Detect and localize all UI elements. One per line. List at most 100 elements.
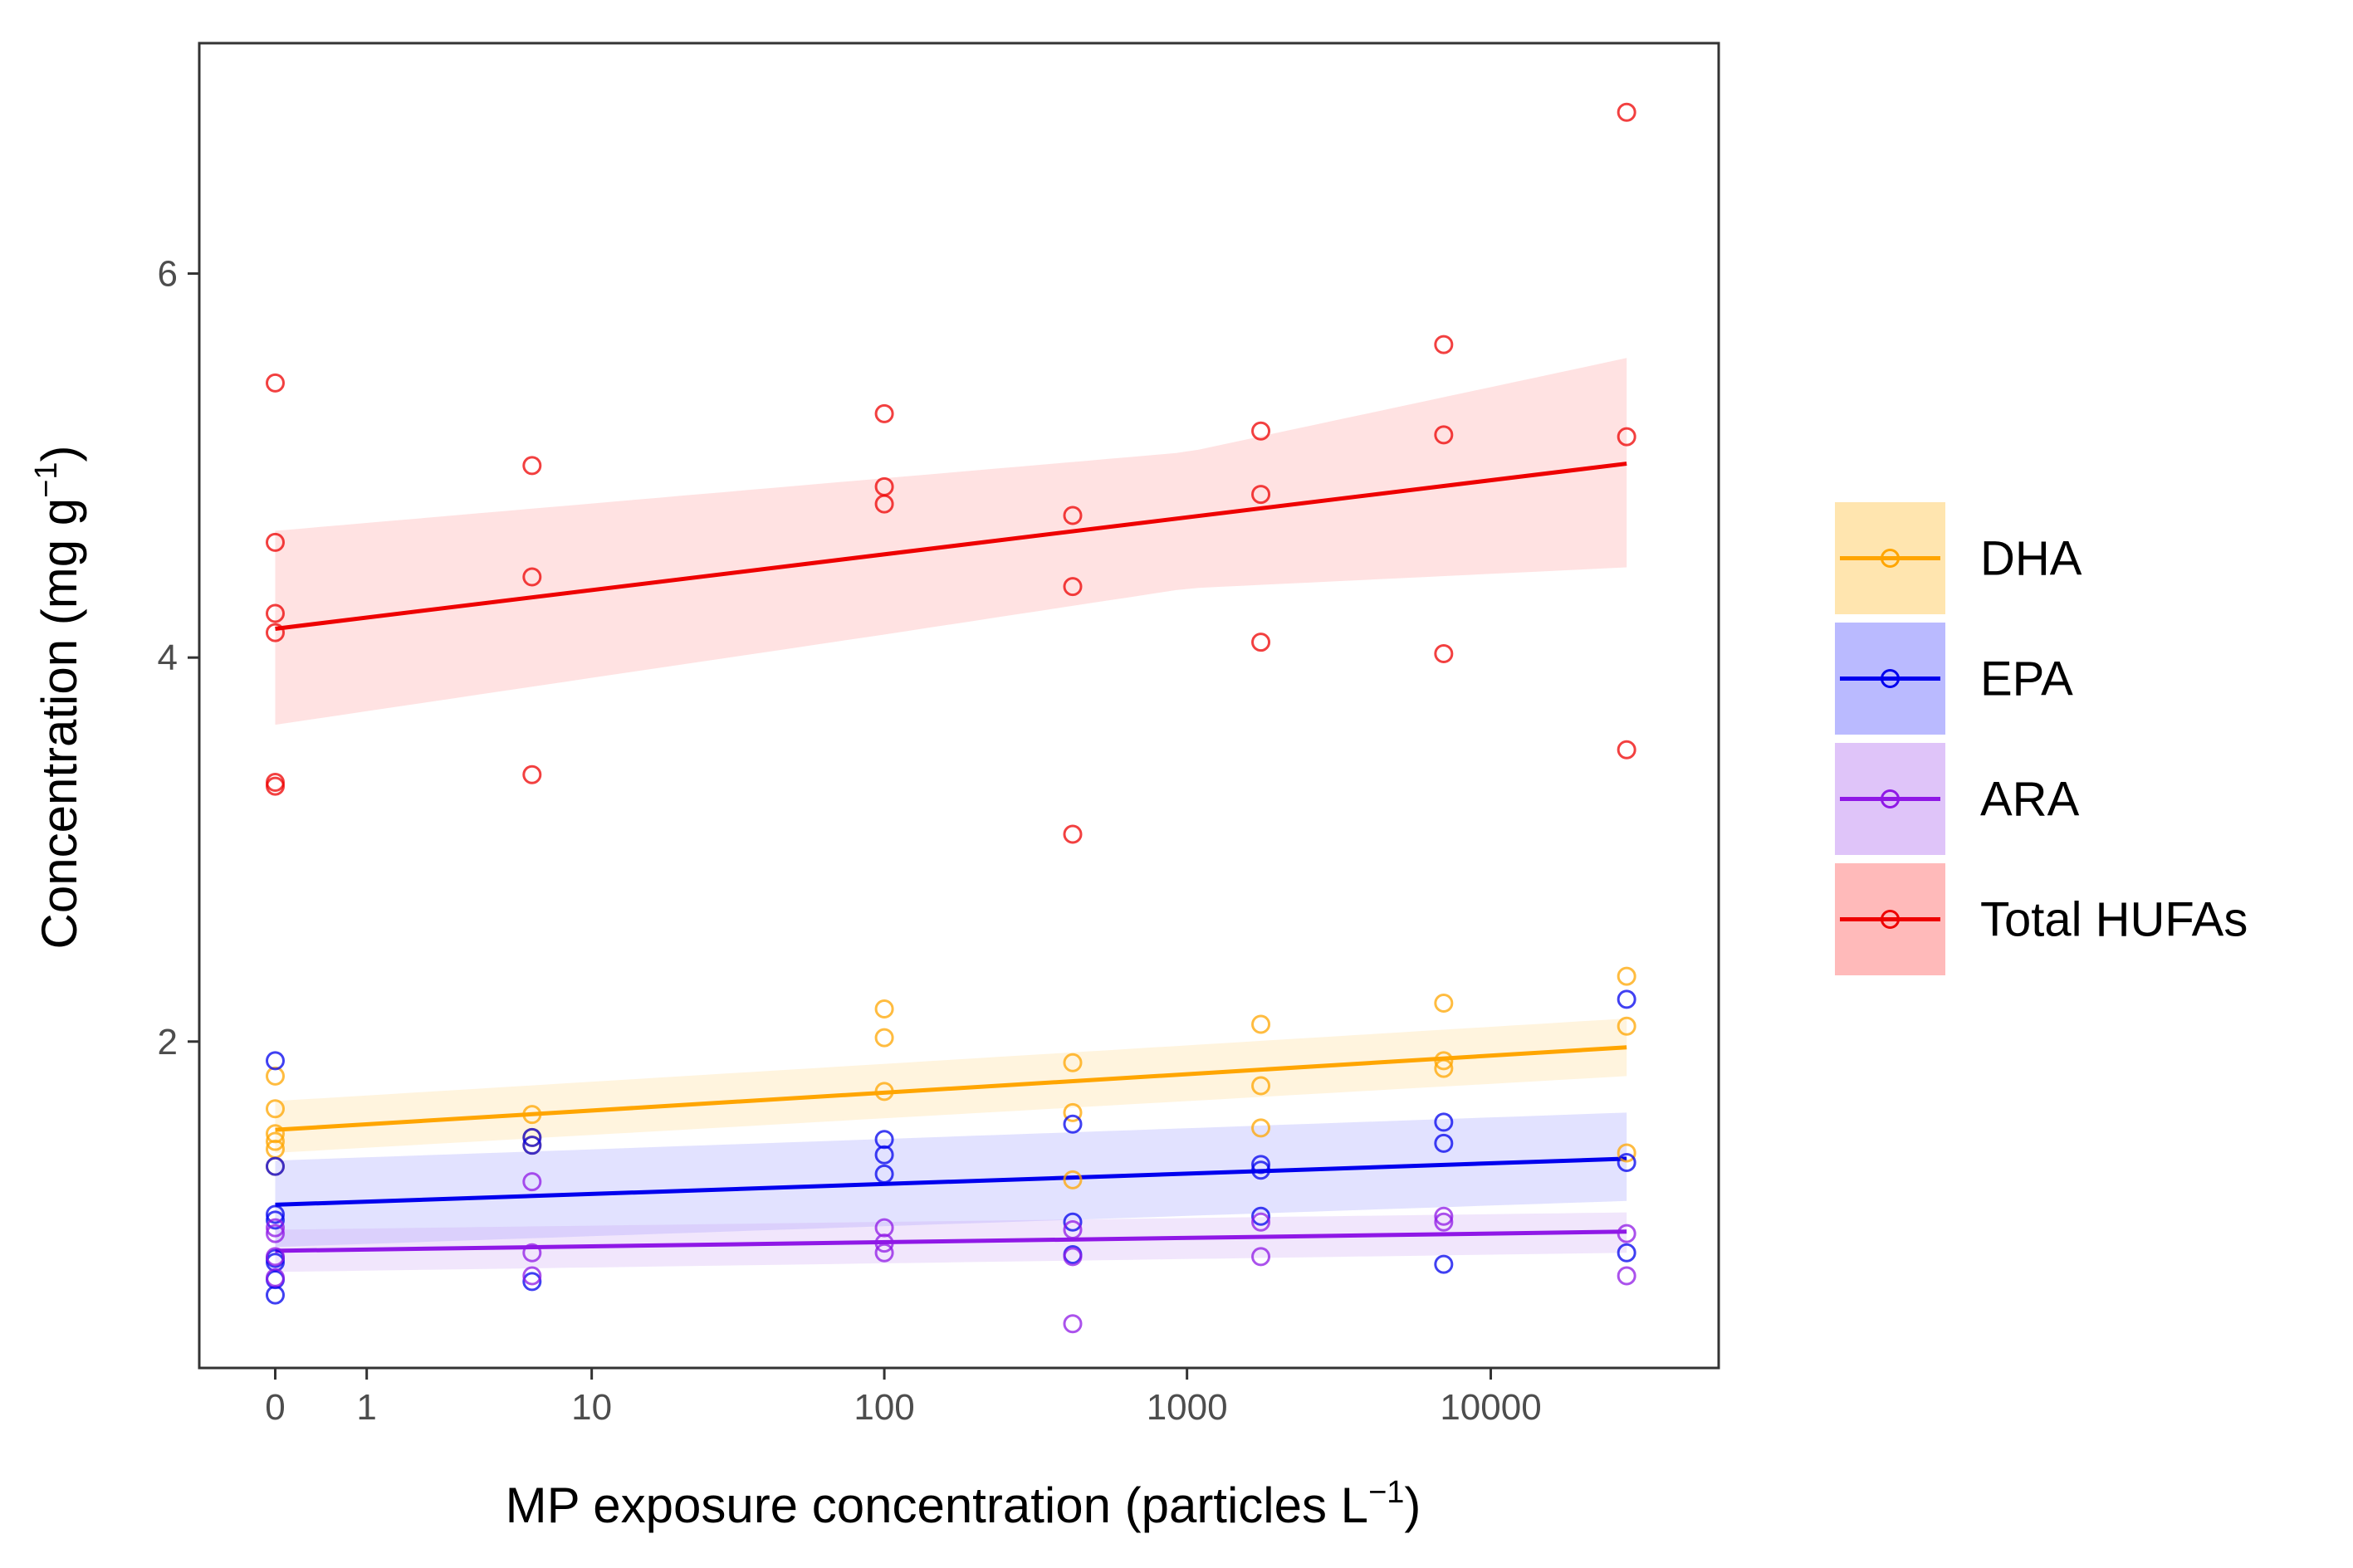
data-point-ara bbox=[522, 1172, 542, 1192]
legend-point bbox=[1881, 910, 1900, 929]
x-tick-label: 10000 bbox=[1440, 1387, 1541, 1428]
data-point-total-hufas bbox=[266, 373, 285, 393]
x-tick-label: 1 bbox=[356, 1387, 376, 1428]
data-point-epa bbox=[266, 1285, 285, 1305]
data-point-total-hufas bbox=[1063, 824, 1083, 844]
data-point-total-hufas bbox=[522, 567, 542, 587]
data-point-dha bbox=[1617, 966, 1636, 986]
y-tick-label: 4 bbox=[158, 637, 178, 678]
data-point-total-hufas bbox=[1617, 427, 1636, 447]
x-axis-title-close: ) bbox=[1404, 1478, 1421, 1533]
data-point-dha bbox=[266, 1066, 285, 1086]
data-point-total-hufas bbox=[1434, 644, 1454, 664]
data-points bbox=[266, 102, 1636, 1334]
x-axis-title-sup: −1 bbox=[1368, 1475, 1404, 1510]
data-point-dha bbox=[1434, 1058, 1454, 1078]
data-point-epa bbox=[1063, 1212, 1083, 1232]
data-point-ara bbox=[1251, 1212, 1271, 1232]
x-tick-label: 100 bbox=[854, 1387, 914, 1428]
x-axis-title: MP exposure concentration (particles L−1… bbox=[506, 1475, 1421, 1533]
data-point-total-hufas bbox=[1063, 577, 1083, 597]
data-point-dha bbox=[1617, 1016, 1636, 1036]
legend-key-total-hufas: Total HUFAs bbox=[1835, 863, 2248, 975]
data-point-dha bbox=[1251, 1014, 1271, 1034]
data-point-ara bbox=[522, 1266, 542, 1286]
data-point-epa bbox=[1617, 1243, 1636, 1263]
data-point-epa bbox=[1617, 1153, 1636, 1173]
legend-label: DHA bbox=[1980, 532, 2082, 586]
y-axis-title-main: Concentration (mg g bbox=[32, 498, 87, 950]
data-point-epa bbox=[874, 1164, 894, 1184]
data-point-epa bbox=[1617, 989, 1636, 1009]
data-point-total-hufas bbox=[266, 532, 285, 552]
data-point-epa bbox=[1434, 1254, 1454, 1274]
legend-point bbox=[1881, 669, 1900, 688]
data-point-dha bbox=[1063, 1053, 1083, 1072]
data-point-ara bbox=[1063, 1314, 1083, 1334]
data-point-total-hufas bbox=[266, 623, 285, 642]
data-point-dha bbox=[1434, 1051, 1454, 1071]
ribbon-total-hufas bbox=[275, 358, 1627, 725]
data-point-total-hufas bbox=[266, 773, 285, 793]
data-point-dha bbox=[1251, 1076, 1271, 1096]
data-point-total-hufas bbox=[1617, 740, 1636, 760]
data-point-total-hufas bbox=[1063, 506, 1083, 525]
data-point-total-hufas bbox=[266, 603, 285, 623]
data-point-dha bbox=[1063, 1170, 1083, 1189]
x-axis-ticks: 0 1 10 100 1000 10000 bbox=[265, 1368, 1542, 1428]
x-tick-label: 1000 bbox=[1147, 1387, 1228, 1428]
legend-label: Total HUFAs bbox=[1980, 893, 2248, 947]
data-point-ara bbox=[1617, 1266, 1636, 1286]
plot-panel-border bbox=[198, 42, 1720, 1370]
ribbon-dha bbox=[275, 1018, 1627, 1153]
data-point-total-hufas bbox=[1251, 485, 1271, 505]
data-point-epa bbox=[522, 1272, 542, 1292]
data-point-total-hufas bbox=[874, 494, 894, 514]
x-tick-label: 0 bbox=[265, 1387, 285, 1428]
data-point-dha bbox=[522, 1105, 542, 1125]
data-point-ara bbox=[1251, 1247, 1271, 1267]
fit-line-epa bbox=[275, 1156, 1627, 1207]
data-point-ara bbox=[522, 1243, 542, 1263]
data-point-total-hufas bbox=[266, 776, 285, 796]
data-point-ara bbox=[1063, 1219, 1083, 1239]
data-point-total-hufas bbox=[1434, 335, 1454, 354]
data-point-dha bbox=[266, 1131, 285, 1151]
legend-point bbox=[1881, 789, 1900, 808]
data-point-dha bbox=[1063, 1102, 1083, 1122]
data-point-ara bbox=[1434, 1212, 1454, 1232]
y-tick-label: 6 bbox=[158, 254, 178, 295]
fit-line-total-hufas bbox=[275, 462, 1627, 631]
legend-label: ARA bbox=[1980, 773, 2080, 827]
data-point-ara bbox=[874, 1233, 894, 1253]
data-point-epa bbox=[522, 1127, 542, 1147]
data-point-dha bbox=[1434, 994, 1454, 1014]
data-point-dha bbox=[1617, 1143, 1636, 1163]
legend-label: EPA bbox=[1980, 652, 2073, 706]
data-point-total-hufas bbox=[874, 403, 894, 423]
y-tick-label: 2 bbox=[158, 1022, 178, 1062]
data-point-epa bbox=[266, 1210, 285, 1230]
data-point-ara bbox=[1063, 1247, 1083, 1267]
data-point-epa bbox=[874, 1145, 894, 1165]
fit-line-dha bbox=[275, 1045, 1627, 1132]
data-point-epa bbox=[1251, 1206, 1271, 1226]
data-point-dha bbox=[874, 999, 894, 1018]
legend-point bbox=[1881, 549, 1900, 568]
data-point-ara bbox=[1617, 1224, 1636, 1243]
fit-lines bbox=[275, 462, 1627, 1253]
data-point-dha bbox=[1251, 1118, 1271, 1138]
x-tick-label: 10 bbox=[571, 1387, 612, 1428]
data-point-total-hufas bbox=[1251, 421, 1271, 441]
data-point-dha bbox=[874, 1082, 894, 1102]
data-point-ara bbox=[1434, 1206, 1454, 1226]
data-point-total-hufas bbox=[1251, 633, 1271, 652]
data-point-ara bbox=[266, 1247, 285, 1267]
data-point-ara bbox=[266, 1218, 285, 1238]
data-point-ara bbox=[874, 1243, 894, 1263]
data-point-total-hufas bbox=[522, 764, 542, 784]
data-point-epa bbox=[266, 1204, 285, 1224]
data-point-epa bbox=[266, 1051, 285, 1071]
legend-key-dha: DHA bbox=[1835, 502, 2082, 614]
